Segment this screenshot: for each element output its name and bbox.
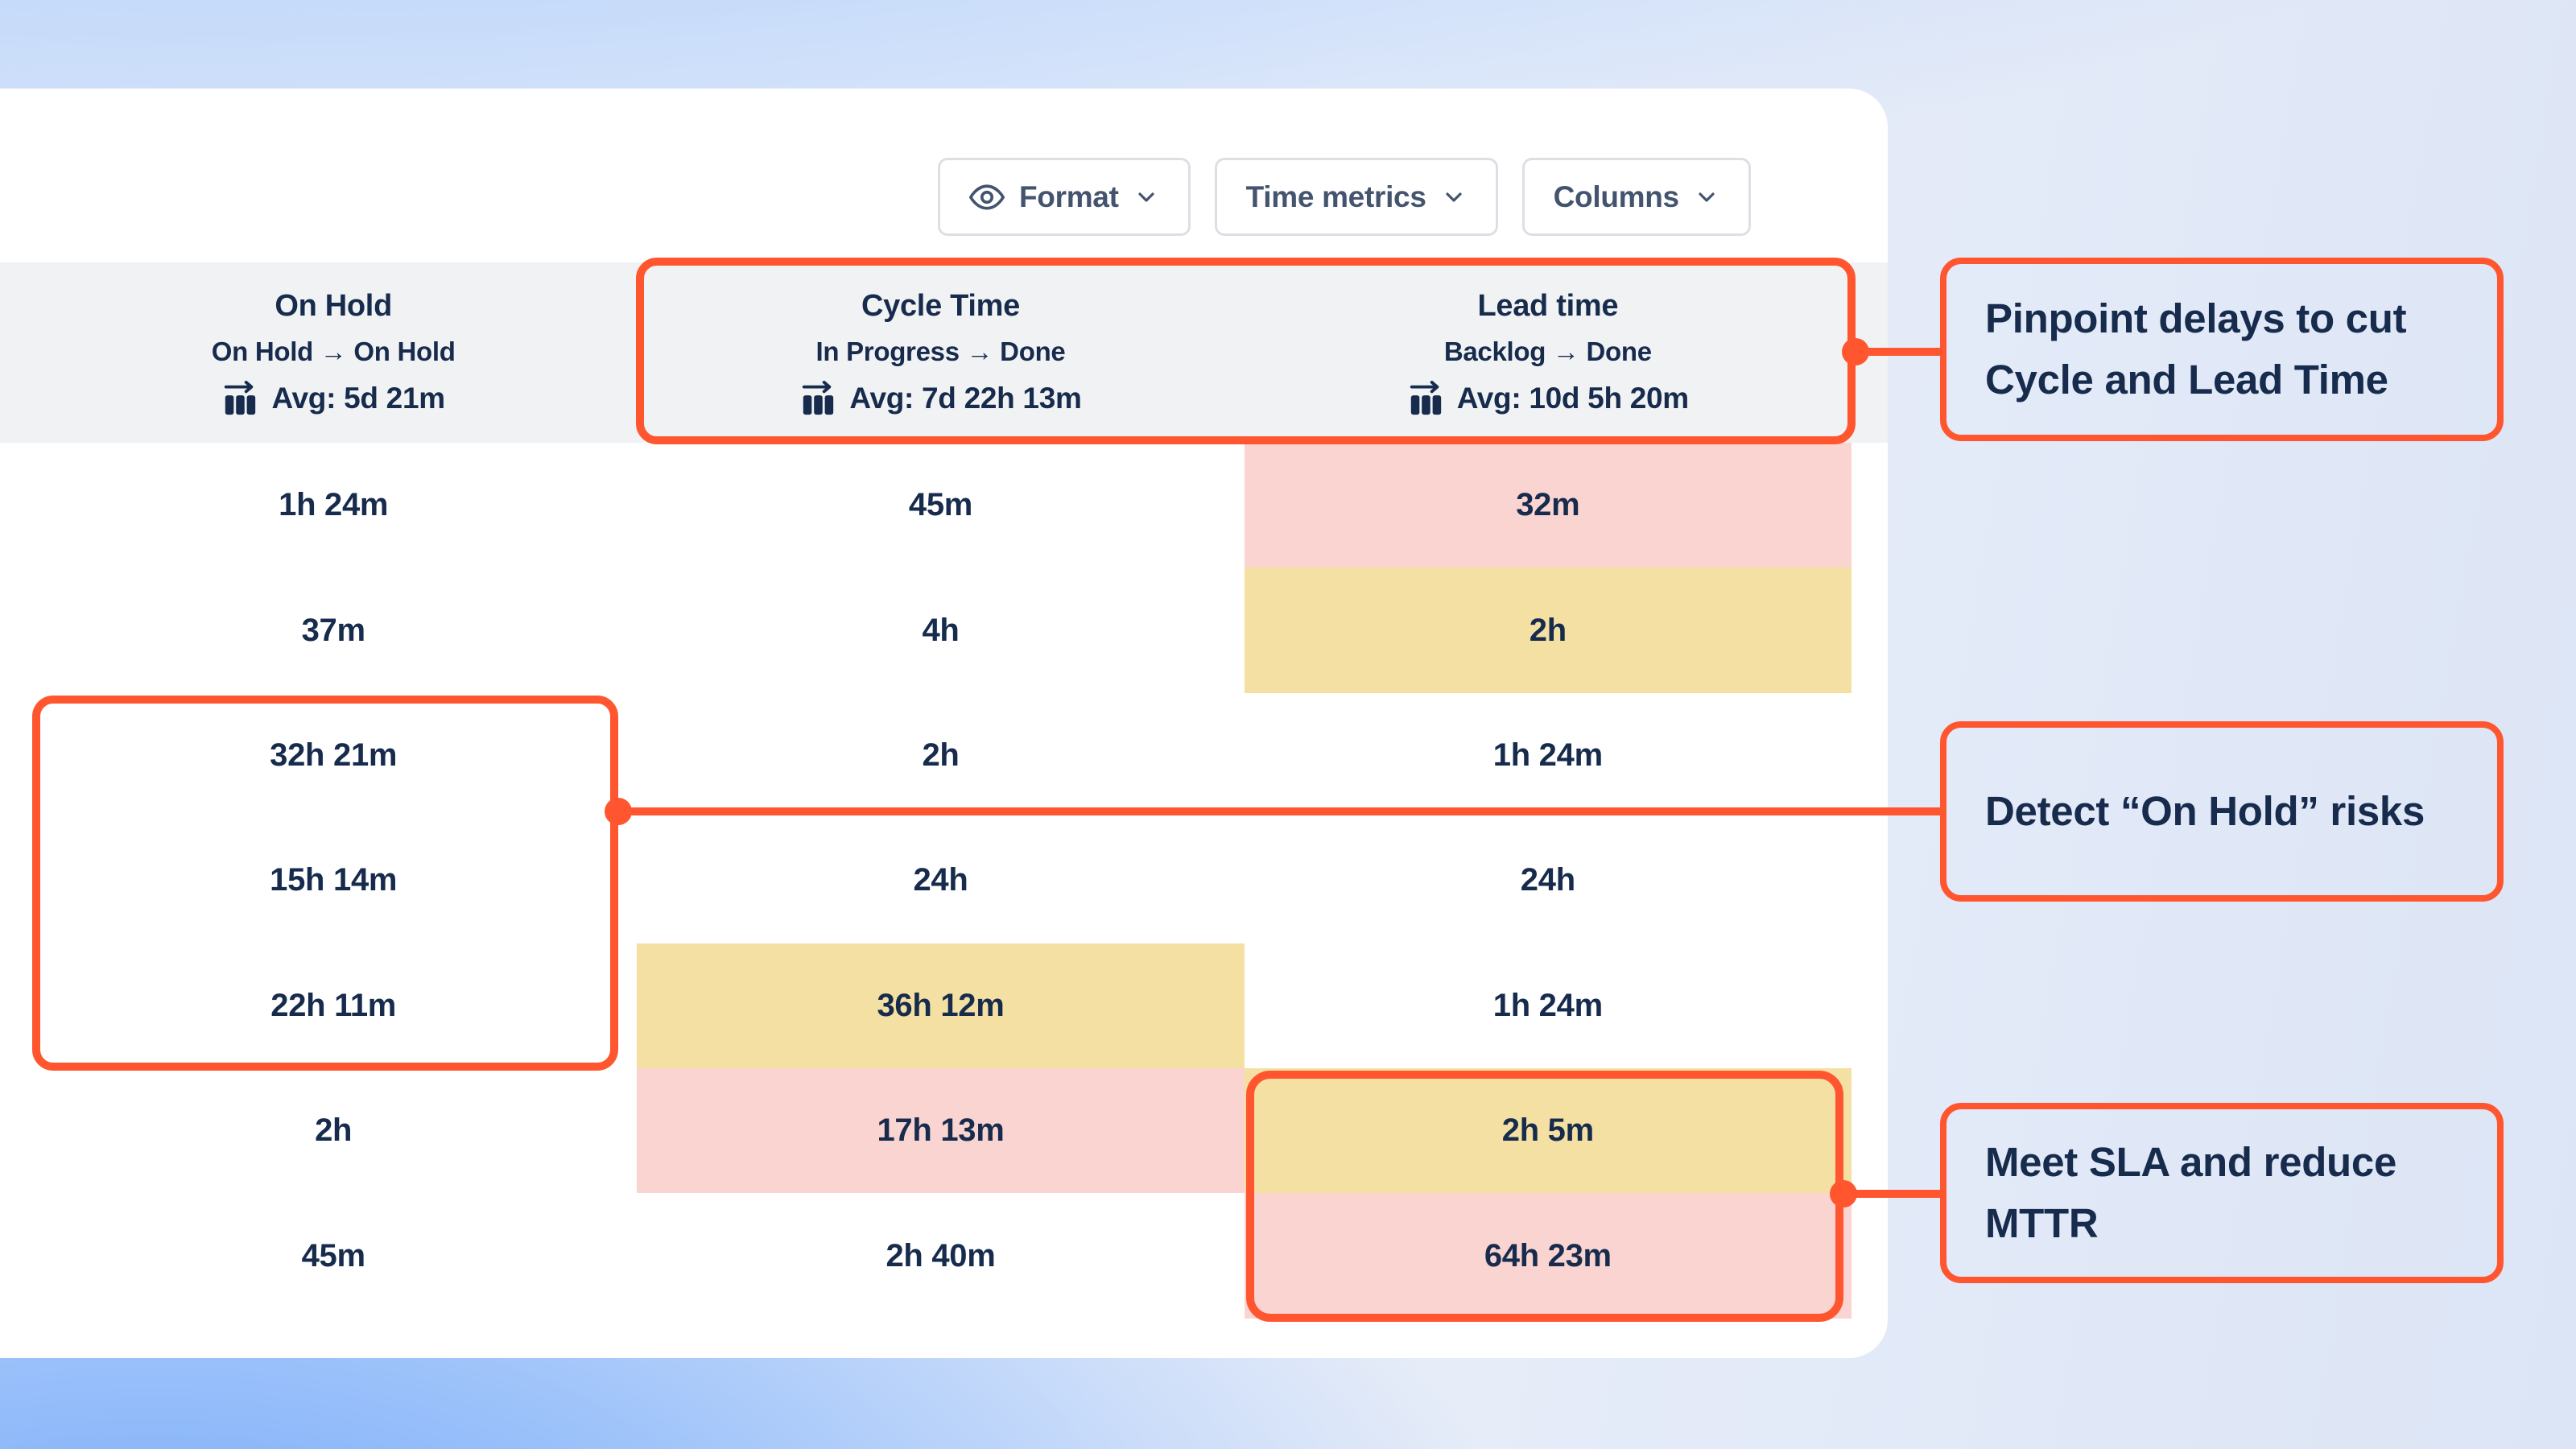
column-header-lead-time: Lead time Backlog → Done Avg: 10d 5h 20m [1245,262,1852,443]
table-cell: 36h 12m [637,943,1245,1068]
column-average: Avg: 7d 22h 13m [849,381,1082,415]
columns-button-label: Columns [1553,180,1679,213]
table-cell: 64h 23m [1244,1193,1852,1319]
annotation-box-on-hold-cells [32,696,618,1071]
time-metrics-button-label: Time metrics [1245,180,1426,213]
format-button-label: Format [1019,180,1119,213]
connector-line [618,807,1940,815]
connector-line [1843,1190,1940,1198]
trend-bars-icon [799,380,836,417]
table-cell: 1h 24m [1492,987,1603,1023]
table-cell: 2h [1244,568,1852,693]
column-header-cycle-time: Cycle Time In Progress → Done Avg: 7d 22… [637,262,1244,443]
table-cell: 2h 5m [1244,1067,1852,1194]
time-metrics-button[interactable]: Time metrics [1214,158,1498,236]
table-cell: 24h [1520,862,1575,898]
column-title: Cycle Time [861,288,1020,323]
column-header-on-hold: On Hold On Hold → On Hold Avg: 5d 21m [30,262,637,443]
table-cell: 24h [913,862,968,898]
trend-bars-icon [1407,380,1444,417]
annotation-box-sla-cells [1246,1071,1843,1322]
table-cell: 4h [922,612,960,648]
table-cell: 17h 13m [637,1067,1245,1194]
table-cell: 32m [1244,443,1852,568]
format-button[interactable]: Format [938,158,1191,236]
column-average: Avg: 5d 21m [271,381,445,415]
column-average: Avg: 10d 5h 20m [1456,381,1689,415]
table-body: 1h 24m 45m 32m 37m 4h 2h 32h 21m 2h 1h 2… [30,443,1852,1319]
table-cell: 2h [922,737,960,773]
table-cell: 37m [301,612,365,648]
table-cell: 45m [908,487,973,523]
table-cell: 45m [301,1237,365,1274]
table-cell: 2h 40m [886,1237,996,1274]
trend-bars-icon [221,380,258,417]
table-cell: 1h 24m [1492,737,1603,773]
connector-dot [1842,338,1869,365]
column-title: Lead time [1477,288,1619,323]
table-cell: 15h 14m [270,862,398,898]
table-cell: 1h 24m [279,487,389,523]
chevron-down-icon [1133,184,1159,210]
connector-dot [605,798,632,825]
table-header-row: On Hold On Hold → On Hold Avg: 5d 21m Cy… [0,262,1888,443]
chevron-down-icon [1694,184,1719,210]
toolbar: Format Time metrics Columns [938,158,1751,236]
table-cell: 22h 11m [270,987,397,1023]
annotation-box-time-metric-columns [636,258,1856,444]
callout-pinpoint-delays: Pinpoint delays to cut Cycle and Lead Ti… [1940,258,2504,441]
column-transition: On Hold → On Hold [211,336,456,366]
table-cell: 32h 21m [270,737,398,773]
table-cell: 2h [315,1113,353,1149]
chevron-down-icon [1441,184,1467,210]
eye-icon [969,180,1005,215]
connector-line [1856,348,1940,356]
callout-text: Pinpoint delays to cut Cycle and Lead Ti… [1985,295,2407,403]
column-title: On Hold [275,288,392,323]
connector-dot [1830,1180,1857,1208]
column-transition: In Progress → Done [815,336,1066,366]
column-transition: Backlog → Done [1443,336,1652,366]
callout-text: Detect “On Hold” risks [1985,787,2425,834]
callout-meet-sla: Meet SLA and reduce MTTR [1940,1103,2504,1283]
columns-button[interactable]: Columns [1521,158,1751,236]
callout-detect-on-hold-risks: Detect “On Hold” risks [1940,721,2504,902]
callout-text: Meet SLA and reduce MTTR [1985,1138,2397,1247]
